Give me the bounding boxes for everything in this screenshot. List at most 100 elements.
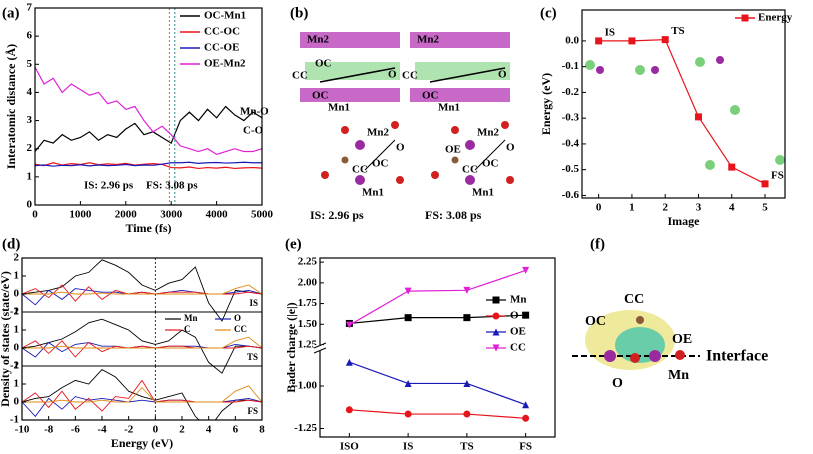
- plot-frame: [21, 257, 263, 421]
- legend-label: CC: [234, 324, 247, 334]
- marker: [345, 358, 353, 366]
- atom-label: OC: [372, 158, 389, 170]
- point-label: IS: [605, 26, 615, 38]
- line: [349, 269, 526, 326]
- atom-label: O: [396, 142, 405, 154]
- plot-frame: [581, 9, 786, 199]
- atom-label: O: [498, 69, 507, 81]
- x-axis-label: Energy (eV): [111, 436, 173, 450]
- dos-line: [22, 396, 262, 418]
- caption: FS: 3.08 ps: [425, 208, 482, 222]
- atom-label: Mn1: [472, 187, 494, 199]
- plane-line: [429, 67, 506, 83]
- marker: [761, 180, 769, 188]
- panel-state: FS: [247, 406, 258, 416]
- x-axis-label: Image: [668, 214, 701, 228]
- legend-label: C: [184, 324, 191, 334]
- y-tick-label: 0.0: [565, 34, 579, 46]
- marker: [463, 379, 471, 387]
- panel-label: (f): [590, 236, 605, 252]
- dos-line: [22, 336, 262, 349]
- axis-break: [313, 342, 327, 354]
- y-tick-label: 1: [14, 378, 20, 390]
- x-tick-label: 5000: [251, 209, 274, 221]
- legend-marker: [492, 312, 500, 320]
- marker: [345, 406, 353, 414]
- x-axis-label: Time (fs): [125, 221, 171, 235]
- y-tick-label: 2.25: [298, 256, 318, 268]
- marker: [404, 314, 412, 322]
- dos-line: [22, 385, 262, 403]
- legend-label: CC: [510, 342, 526, 354]
- line: [349, 409, 526, 419]
- dos-line: [22, 284, 262, 295]
- x-tick-label: 4000: [206, 209, 229, 221]
- legend-label: OE-Mn2: [204, 58, 246, 70]
- x-tick-label: 3: [696, 202, 702, 214]
- legend-label: CC-OE: [204, 42, 239, 54]
- atoms: [355, 140, 475, 185]
- marker: [345, 321, 353, 329]
- x-tick-label: 4: [729, 202, 735, 214]
- atom-label: OE: [672, 332, 692, 347]
- y-tick-label: 1: [27, 170, 33, 182]
- line: [34, 105, 263, 152]
- panel-label: (d): [2, 236, 20, 252]
- x-axis-label: State: [425, 453, 452, 454]
- legend-label: O: [234, 313, 241, 323]
- x-tick-label: -4: [97, 424, 107, 436]
- annotation: C-O: [243, 125, 264, 137]
- atom-label: Mn: [668, 368, 689, 383]
- point-label: TS: [671, 25, 684, 37]
- y-tick-label: -0.2: [562, 86, 580, 98]
- legend-marker: [741, 14, 749, 22]
- atom-label: CC: [402, 70, 418, 82]
- decor: [300, 32, 785, 370]
- marker: [728, 163, 736, 171]
- legend-marker: [492, 328, 500, 336]
- marker: [628, 37, 636, 45]
- panel-label: (e): [285, 236, 302, 252]
- plane-line: [474, 139, 506, 171]
- x-tick-label: 8: [259, 424, 265, 436]
- x-tick-label: IS: [403, 441, 413, 453]
- atom-label: Mn2: [417, 34, 440, 46]
- atom-label: O: [388, 69, 397, 81]
- atom-label: CC: [292, 70, 308, 82]
- legend-label: Mn: [510, 294, 527, 306]
- x-tick-label: 3000: [160, 209, 183, 221]
- panel-state: TS: [247, 352, 258, 362]
- legend-label: Mn: [184, 313, 198, 323]
- x-tick-label: 2: [662, 202, 668, 214]
- atom-label: OC: [312, 90, 329, 102]
- marker: [404, 410, 412, 418]
- y-tick-label: -1: [10, 306, 19, 318]
- dos-line: [22, 369, 262, 420]
- line: [34, 162, 263, 170]
- marker: [522, 311, 530, 319]
- y-tick-label: -1.25: [294, 422, 317, 434]
- marker: [522, 401, 530, 409]
- atom-label: Mn2: [307, 34, 330, 46]
- atom-label: O: [612, 376, 623, 391]
- slab: [300, 32, 400, 48]
- x-tick-label: -8: [44, 424, 54, 436]
- inset-atoms: [585, 56, 785, 170]
- legend-label: Energy: [758, 12, 793, 24]
- legend-label: OE: [510, 326, 526, 338]
- atom-label: OC: [315, 58, 332, 70]
- axis-break: [314, 345, 326, 351]
- x-tick-label: 2: [179, 424, 185, 436]
- marker: [522, 414, 530, 422]
- y-axis-label: Interatomic distance (Å): [4, 44, 18, 169]
- y-tick-label: 0: [27, 199, 33, 211]
- atom-label: CC: [624, 292, 644, 307]
- marker: [463, 410, 471, 418]
- atom-label: OC: [482, 158, 499, 170]
- marker: [463, 314, 471, 322]
- annotation: FS: 3.08 ps: [146, 180, 198, 192]
- x-tick-label: -6: [71, 424, 81, 436]
- slab: [415, 62, 510, 80]
- atom-label: Mn1: [362, 187, 384, 199]
- annotation: Mn-O: [240, 106, 269, 118]
